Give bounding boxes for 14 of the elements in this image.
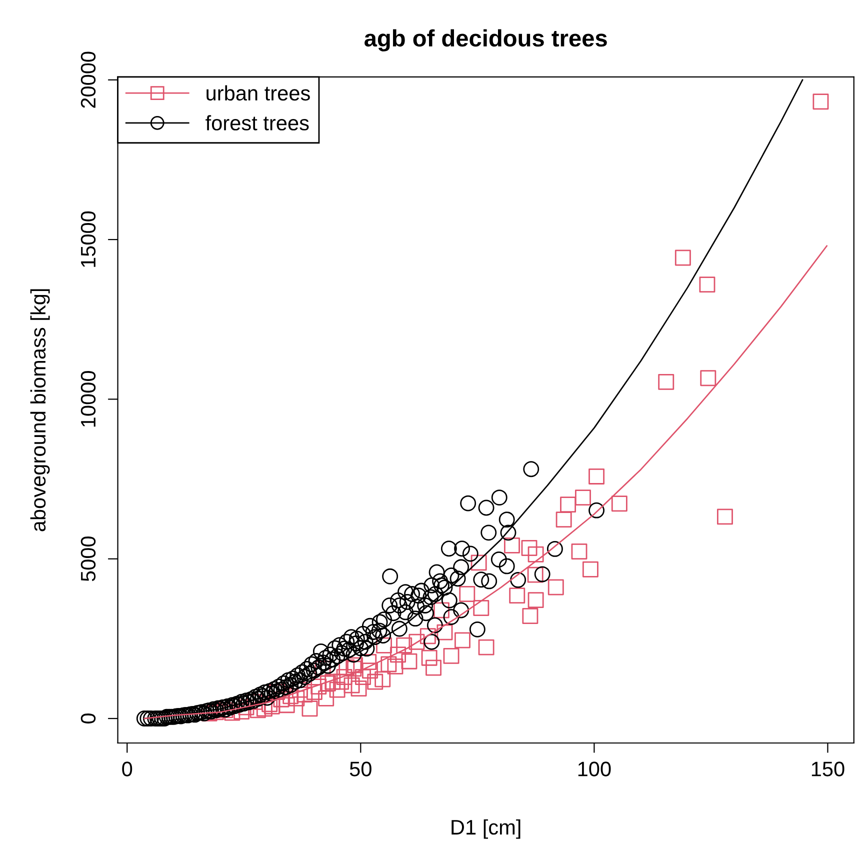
x-tick-label: 100 [578, 762, 611, 776]
chart-title: agb of decidous trees [364, 29, 607, 52]
legend-label: forest trees [206, 115, 309, 130]
y-tick-label: 0 [80, 714, 96, 724]
x-tick-label: 50 [350, 762, 372, 776]
y-tick-label: 10000 [80, 371, 96, 427]
y-axis-title: aboveground biomass [kg] [30, 289, 50, 532]
x-axis-title: D1 [cm] [452, 819, 520, 839]
x-tick-label: 150 [812, 762, 844, 776]
legend-label: urban trees [206, 85, 310, 101]
y-tick-label: 15000 [80, 211, 96, 267]
x-tick-label: 0 [122, 762, 132, 776]
y-tick-label: 5000 [80, 536, 96, 582]
y-tick-label: 20000 [80, 52, 96, 108]
